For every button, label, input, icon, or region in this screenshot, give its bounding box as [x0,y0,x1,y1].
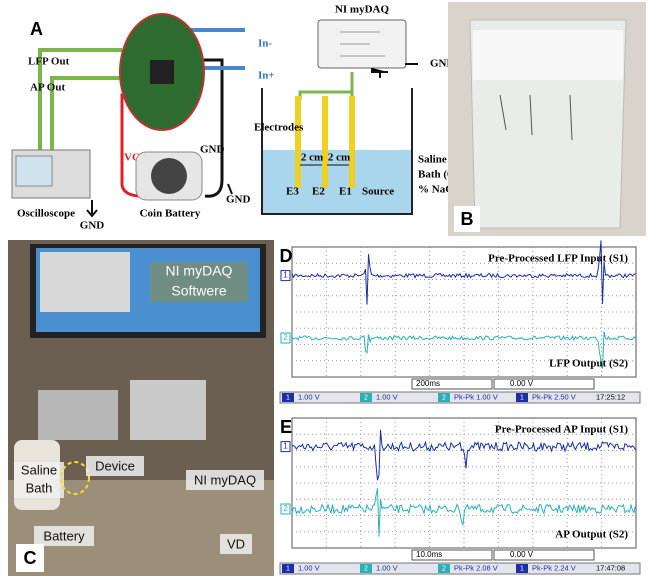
label: VD [227,536,245,551]
trigger: 0.00 V [510,379,534,388]
panel-c: NI myDAQ Softwere Saline Bath Device NI … [8,240,274,576]
label: Saline [418,154,447,166]
label: E3 [286,186,299,198]
coin-battery [151,158,187,194]
label: GND [200,144,225,156]
channel-marker-label: 1 [283,271,288,280]
status-value: Pk-Pk 2.50 V [532,392,576,401]
label: AP Out [30,82,65,94]
panel-letter: D [280,246,293,266]
status-channel: 1 [520,394,524,401]
gnd-arrow [87,200,97,216]
label: 2 cm [328,152,350,164]
status-channel: 2 [364,394,368,401]
label: NI myDAQ [194,472,256,487]
label: 2 cm [301,152,323,164]
trace-title: Pre-Processed AP Input (S1) [495,424,628,436]
scope-photo [130,380,206,440]
label: Saline [21,462,57,477]
trace-title: Pre-Processed LFP Input (S1) [488,253,628,265]
scope-panels: D 1 2 Pre-Processed LFP Input (S1) LFP Outpu… [280,240,641,574]
status-channel: 1 [520,565,524,572]
label: Device [95,458,135,473]
electrode [295,96,301,188]
trigger-box [494,550,594,560]
figure: A LFP Out AP Out VCC In- In+ NI myDAQ GN… [0,0,648,578]
label: Source [362,186,394,198]
label: Softwere [171,283,226,299]
trace-title: LFP Output (S2) [549,358,628,370]
label: NI myDAQ [335,4,390,16]
channel-marker-label: 2 [283,333,288,342]
status-channel: 2 [364,565,368,572]
panel-letter: E [280,417,292,437]
trace-title: AP Output (S2) [555,529,628,541]
label: GND [226,194,251,206]
label: Bath [26,480,53,495]
label: GND [80,220,105,232]
panel-letter: C [24,548,37,568]
status-value: 1.00 V [298,392,320,401]
label: E1 [339,186,352,198]
status-channel: 2 [442,565,446,572]
status-value: 1.00 V [376,392,398,401]
status-channel: 2 [442,394,446,401]
channel-marker-label: 1 [283,442,288,451]
electrode [322,96,328,188]
status-value: 1.00 V [298,563,320,572]
oscilloscope-screen [16,156,52,186]
label: In+ [258,70,275,82]
scope-photo [38,390,118,440]
panel-letter: A [30,19,43,39]
label: In- [258,38,272,50]
channel-marker-label: 2 [283,504,288,513]
timebase: 200ms [416,379,440,388]
label: Coin Battery [140,208,201,220]
gnd-arrow [228,184,232,194]
chip [150,60,174,84]
panel-letter: B [461,209,474,229]
status-value: 1.00 V [376,563,398,572]
timebase: 10.0ms [416,550,442,559]
status-time: 17:25:12 [596,392,625,401]
label: Electrodes [254,122,304,134]
label: Oscilloscope [17,208,75,220]
label: LFP Out [28,56,70,68]
panel-a: A LFP Out AP Out VCC In- In+ NI myDAQ GN… [12,4,461,232]
source-wire [300,72,352,100]
trigger-box [494,379,594,389]
status-channel: 1 [286,394,290,401]
status-value: Pk-Pk 2.08 V [454,563,498,572]
status-value: Pk-Pk 1.00 V [454,392,498,401]
electrode [349,96,355,188]
trigger: 0.00 V [510,550,534,559]
status-value: Pk-Pk 2.24 V [532,563,576,572]
status-channel: 1 [286,565,290,572]
status-time: 17:47:08 [596,563,625,572]
label: E2 [312,186,325,198]
panel-b: B [448,2,646,236]
software-window [40,252,130,312]
label: NI myDAQ [166,263,233,279]
foam [473,30,623,80]
label: Battery [43,528,85,543]
